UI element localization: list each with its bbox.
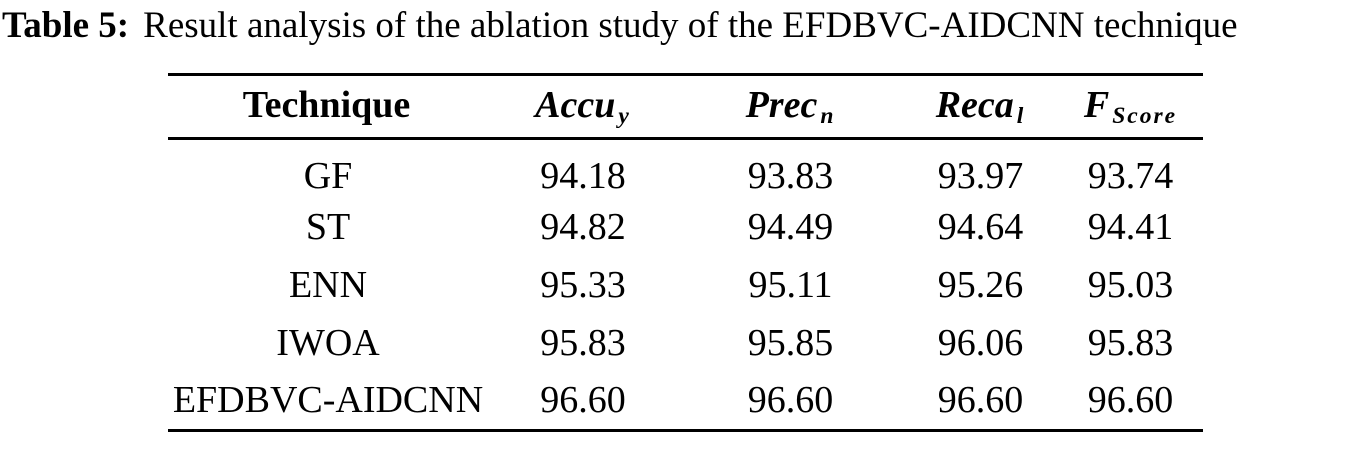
caption-text: Result analysis of the ablation study of… [143, 5, 1238, 46]
table-row: GF 94.18 93.83 93.97 93.74 [168, 139, 1203, 199]
cell-technique: EFDBVC-AIDCNN [172, 379, 484, 422]
column-header-technique: Technique [168, 74, 488, 140]
table-row: IWOA 95.83 95.85 96.06 95.83 [168, 314, 1203, 372]
cell-recall: 94.64 [937, 206, 1024, 248]
cell-precision: 95.85 [747, 322, 834, 364]
cell-accuracy: 95.33 [540, 264, 626, 306]
cell-accuracy: 94.18 [540, 155, 626, 197]
cell-fscore: 95.03 [1087, 264, 1174, 306]
cell-recall: 96.60 [937, 379, 1024, 422]
header-subscript: y [618, 102, 631, 129]
cell-recall: 95.26 [937, 264, 1024, 306]
header-label: Reca [935, 84, 1014, 127]
cell-fscore: 96.60 [1087, 379, 1174, 422]
cell-precision: 95.11 [748, 264, 833, 306]
header-label: Accu [535, 84, 616, 127]
cell-fscore: 95.83 [1087, 322, 1174, 364]
cell-accuracy: 95.83 [540, 322, 626, 364]
cell-precision: 93.83 [747, 155, 834, 197]
cell-precision: 96.60 [747, 379, 834, 422]
column-header-precision: Prec n [678, 74, 903, 140]
table-row: ENN 95.33 95.11 95.26 95.03 [168, 256, 1203, 314]
cell-fscore: 93.74 [1087, 155, 1174, 197]
column-header-recall: Reca l [903, 74, 1058, 140]
cell-precision: 94.49 [747, 206, 834, 248]
cell-technique: ENN [288, 264, 368, 306]
caption-label: Table 5: [2, 5, 130, 46]
cell-technique: GF [303, 155, 353, 197]
header-row: Technique Accu y Prec n Reca l F Score [168, 74, 1203, 140]
header-label: F [1083, 84, 1110, 127]
header-subscript: l [1016, 102, 1026, 129]
table-row: ST 94.82 94.49 94.64 94.41 [168, 198, 1203, 256]
header-subscript: n [820, 102, 836, 129]
table-container: Technique Accu y Prec n Reca l F Score GF 94… [168, 73, 1203, 432]
cell-fscore: 94.41 [1087, 206, 1174, 248]
cell-recall: 93.97 [937, 155, 1024, 197]
cell-accuracy: 96.60 [540, 379, 626, 422]
column-header-accuracy: Accu y [488, 74, 678, 140]
column-header-fscore: F Score [1058, 74, 1203, 140]
header-label: Prec [745, 84, 818, 127]
header-label: Technique [242, 84, 411, 127]
header-subscript: Score [1112, 102, 1178, 129]
table-caption: Table 5: Result analysis of the ablation … [2, 2, 1365, 50]
cell-technique: ST [305, 206, 351, 248]
cell-recall: 96.06 [937, 322, 1024, 364]
results-table: Technique Accu y Prec n Reca l F Score GF 94… [168, 73, 1203, 432]
cell-technique: IWOA [276, 322, 380, 364]
cell-accuracy: 94.82 [540, 206, 626, 248]
table-row: EFDBVC-AIDCNN 96.60 96.60 96.60 96.60 [168, 372, 1203, 430]
